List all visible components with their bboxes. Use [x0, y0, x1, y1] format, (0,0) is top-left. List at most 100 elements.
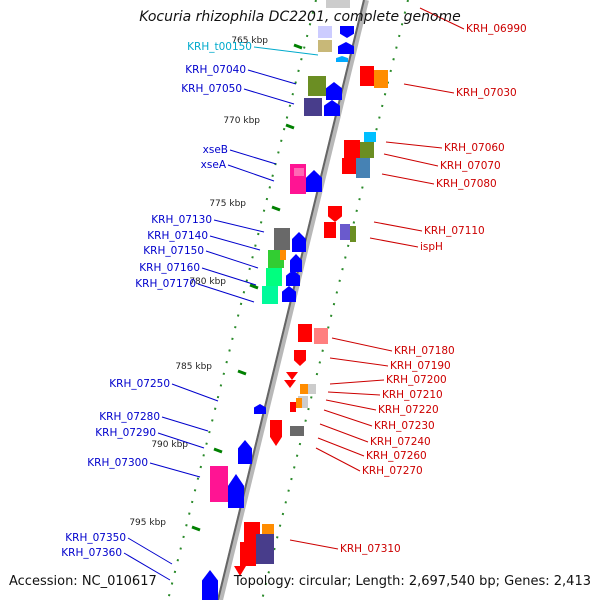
left-gene-label[interactable]: KRH_07040: [185, 64, 246, 76]
left-gene-label[interactable]: xseA: [201, 159, 227, 171]
gene-block[interactable]: [342, 158, 356, 174]
right-gene-label[interactable]: ispH: [420, 241, 443, 253]
gene-block[interactable]: [356, 158, 370, 178]
left-label-leader: [149, 462, 201, 478]
gene-arrow-forward[interactable]: [282, 286, 296, 302]
left-gene-label[interactable]: KRH_07290: [95, 427, 156, 439]
right-gene-label[interactable]: KRH_07210: [382, 389, 443, 401]
kbp-tick-mark: [293, 43, 303, 50]
right-gene-label[interactable]: KRH_07080: [436, 178, 497, 190]
gene-arrow-forward[interactable]: [286, 270, 300, 286]
gene-block[interactable]: [256, 534, 274, 564]
left-label-leader: [197, 283, 255, 303]
gene-arrow-forward[interactable]: [326, 82, 342, 100]
gene-arrow-reverse[interactable]: [340, 26, 354, 38]
gene-block[interactable]: [364, 132, 376, 142]
kbp-tick-mark: [249, 283, 259, 290]
gene-block[interactable]: [308, 76, 326, 96]
right-gene-label[interactable]: KRH_07180: [394, 345, 455, 357]
left-gene-label[interactable]: KRH_07280: [99, 411, 160, 423]
right-gene-label[interactable]: KRH_07060: [444, 142, 505, 154]
right-gene-label[interactable]: KRH_07220: [378, 404, 439, 416]
gene-block[interactable]: [300, 384, 310, 394]
left-gene-label[interactable]: KRH_07170: [135, 278, 196, 290]
gene-chevron[interactable]: [234, 566, 246, 576]
gene-arrow-forward[interactable]: [336, 56, 348, 62]
gene-block[interactable]: [344, 140, 360, 158]
gene-block[interactable]: [290, 402, 296, 412]
left-label-leader: [201, 267, 257, 286]
gene-block[interactable]: [318, 26, 332, 38]
left-gene-label[interactable]: KRH_07250: [109, 378, 170, 390]
right-label-leader: [329, 357, 389, 367]
right-gene-label[interactable]: KRH_07190: [390, 360, 451, 372]
right-gene-label[interactable]: KRH_07260: [366, 450, 427, 462]
gene-arrow-forward[interactable]: [306, 170, 322, 192]
gene-arrow-reverse[interactable]: [328, 206, 342, 222]
gene-arrow-forward[interactable]: [228, 474, 244, 508]
gene-arrow-forward[interactable]: [238, 440, 252, 464]
gene-arrow-forward[interactable]: [292, 232, 306, 252]
accession-text: Accession: NC_010617: [9, 574, 157, 589]
gene-arrow-forward[interactable]: [254, 404, 266, 414]
gene-block[interactable]: [298, 396, 308, 408]
gene-arrow-forward[interactable]: [290, 254, 302, 272]
gene-block[interactable]: [314, 328, 328, 344]
kbp-tick-label: 775 kbp: [209, 199, 246, 209]
right-gene-label[interactable]: KRH_06990: [466, 23, 527, 35]
right-gene-label[interactable]: KRH_07200: [386, 374, 447, 386]
gene-arrow-forward[interactable]: [202, 570, 218, 600]
right-gene-label[interactable]: KRH_07240: [370, 436, 431, 448]
kbp-tick-label: 780 kbp: [189, 277, 226, 287]
gene-block[interactable]: [294, 168, 304, 176]
right-gene-label[interactable]: KRH_07270: [362, 465, 423, 477]
gene-block[interactable]: [298, 324, 312, 342]
gene-arrow-reverse[interactable]: [294, 350, 306, 366]
gene-block[interactable]: [360, 66, 374, 86]
right-label-leader: [315, 447, 361, 472]
gene-block[interactable]: [340, 224, 350, 240]
gene-block[interactable]: [304, 98, 322, 116]
left-gene-label[interactable]: KRH_07300: [87, 457, 148, 469]
right-gene-label[interactable]: KRH_07230: [374, 420, 435, 432]
left-gene-label[interactable]: KRH_07350: [65, 532, 126, 544]
kbp-tick-label: 790 kbp: [151, 440, 188, 450]
gene-block[interactable]: [318, 40, 332, 52]
gene-block[interactable]: [262, 524, 274, 534]
kbp-tick-label: 770 kbp: [223, 116, 260, 126]
gene-arrow-forward[interactable]: [324, 100, 340, 116]
gene-block[interactable]: [262, 286, 278, 304]
gene-block[interactable]: [266, 268, 282, 286]
right-label-leader: [381, 173, 435, 185]
gene-block[interactable]: [308, 384, 316, 394]
left-gene-label[interactable]: KRH_07150: [143, 245, 204, 257]
right-gene-label[interactable]: KRH_07110: [424, 225, 485, 237]
gene-block[interactable]: [326, 0, 350, 8]
right-gene-label[interactable]: KRH_07310: [340, 543, 401, 555]
gene-block[interactable]: [374, 70, 388, 88]
gene-block[interactable]: [360, 142, 374, 158]
right-gene-label[interactable]: KRH_07070: [440, 160, 501, 172]
gene-block[interactable]: [290, 426, 304, 436]
left-gene-label[interactable]: KRH_07140: [147, 230, 208, 242]
gene-block[interactable]: [274, 228, 290, 250]
gene-block[interactable]: [350, 226, 356, 242]
gene-block[interactable]: [210, 466, 228, 502]
left-gene-label[interactable]: KRH_t00150: [187, 41, 252, 53]
gene-arrow-forward[interactable]: [338, 42, 354, 54]
right-gene-label[interactable]: KRH_07030: [456, 87, 517, 99]
left-gene-label[interactable]: KRH_07360: [61, 547, 122, 559]
left-gene-label[interactable]: KRH_07160: [139, 262, 200, 274]
gene-block[interactable]: [324, 222, 336, 238]
left-gene-label[interactable]: KRH_07050: [181, 83, 242, 95]
right-label-leader: [385, 141, 443, 149]
left-gene-label[interactable]: xseB: [203, 144, 228, 156]
kbp-tick-mark: [213, 447, 223, 454]
gene-block[interactable]: [280, 250, 286, 260]
gene-chevron[interactable]: [284, 380, 296, 388]
gene-arrow-reverse[interactable]: [270, 420, 282, 446]
gene-block[interactable]: [240, 542, 256, 566]
left-gene-label[interactable]: KRH_07130: [151, 214, 212, 226]
gene-block[interactable]: [296, 398, 302, 408]
gene-chevron[interactable]: [286, 372, 298, 380]
